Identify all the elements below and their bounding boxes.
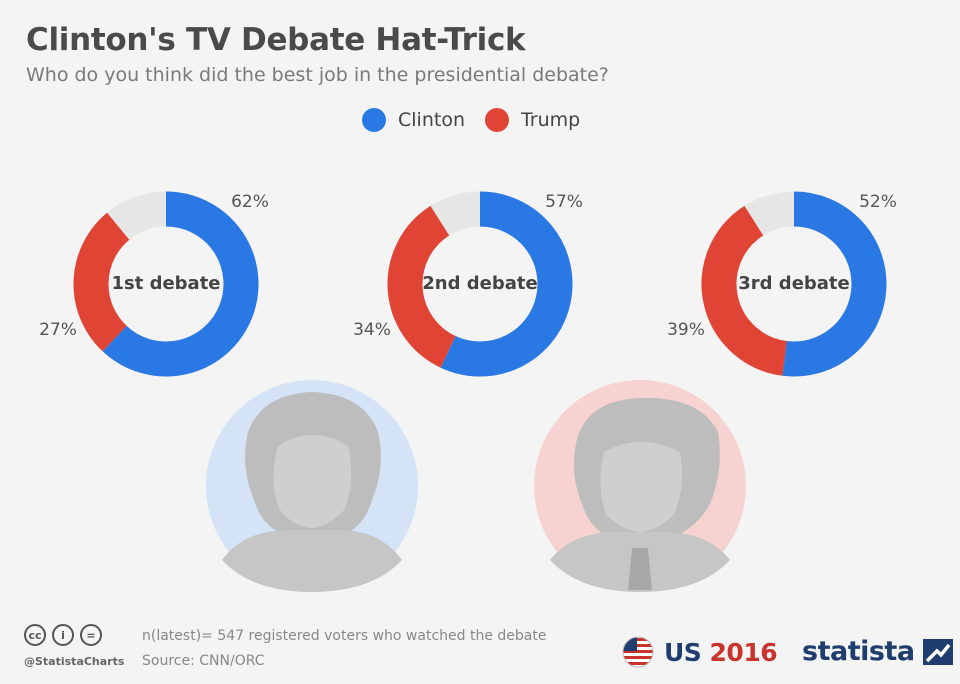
us-flag-icon [622,636,654,668]
chart-title: Clinton's TV Debate Hat-Trick [26,22,526,58]
donut-2-title: 2nd debate [422,273,537,294]
source-note: Source: CNN/ORC [142,653,265,669]
donut-charts: 1st debate 62% 27% 2nd debate 57% 34% 3rd deba… [39,191,897,592]
donut-1-clinton-label: 62% [231,192,269,212]
statista-handle: @StatistaCharts [24,655,125,668]
legend-item-clinton: Clinton [362,108,465,132]
donut-2-clinton-arc [440,191,573,377]
donut-3-clinton-label: 52% [859,192,897,212]
donut-1-trump-label: 27% [39,320,77,340]
donut-3-trump-label: 39% [667,320,705,340]
donut-2-trump-arc [387,205,457,368]
donut-3-trump-arc [701,205,788,376]
statista-wordmark: statista [802,636,915,667]
legend-swatch-clinton [362,108,386,132]
legend-label-clinton: Clinton [398,109,465,131]
legend-label-trump: Trump [520,109,581,131]
year-text: 2016 [709,637,778,667]
donut-2-trump-label: 34% [353,320,391,340]
donut-1-clinton-arc [102,191,259,377]
trump-portrait [534,380,746,592]
statista-logo: statista [802,636,953,667]
attribution-icon: i [52,624,74,646]
chart-subtitle: Who do you think did the best job in the… [26,64,609,86]
legend: Clinton Trump [362,108,580,132]
legend-swatch-trump [484,108,509,132]
clinton-portrait [206,380,418,592]
us-text: US [664,637,702,667]
us-2016-badge: US 2016 [622,636,778,668]
donut-3-clinton-arc [782,191,887,377]
legend-item-trump: Trump [484,108,581,132]
license-icons: cc i = [24,624,102,646]
no-derivatives-icon: = [80,624,102,646]
donut-1-title: 1st debate [111,273,220,294]
creative-commons-icon: cc [24,624,46,646]
donut-3-title: 3rd debate [738,273,850,294]
donut-1-trump-arc [73,212,130,352]
statista-logo-icon [922,638,953,665]
sample-note: n(latest)= 547 registered voters who wat… [142,628,547,644]
donut-2-clinton-label: 57% [545,192,583,212]
